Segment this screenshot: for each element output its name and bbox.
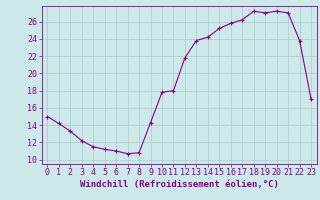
X-axis label: Windchill (Refroidissement éolien,°C): Windchill (Refroidissement éolien,°C) xyxy=(80,180,279,189)
